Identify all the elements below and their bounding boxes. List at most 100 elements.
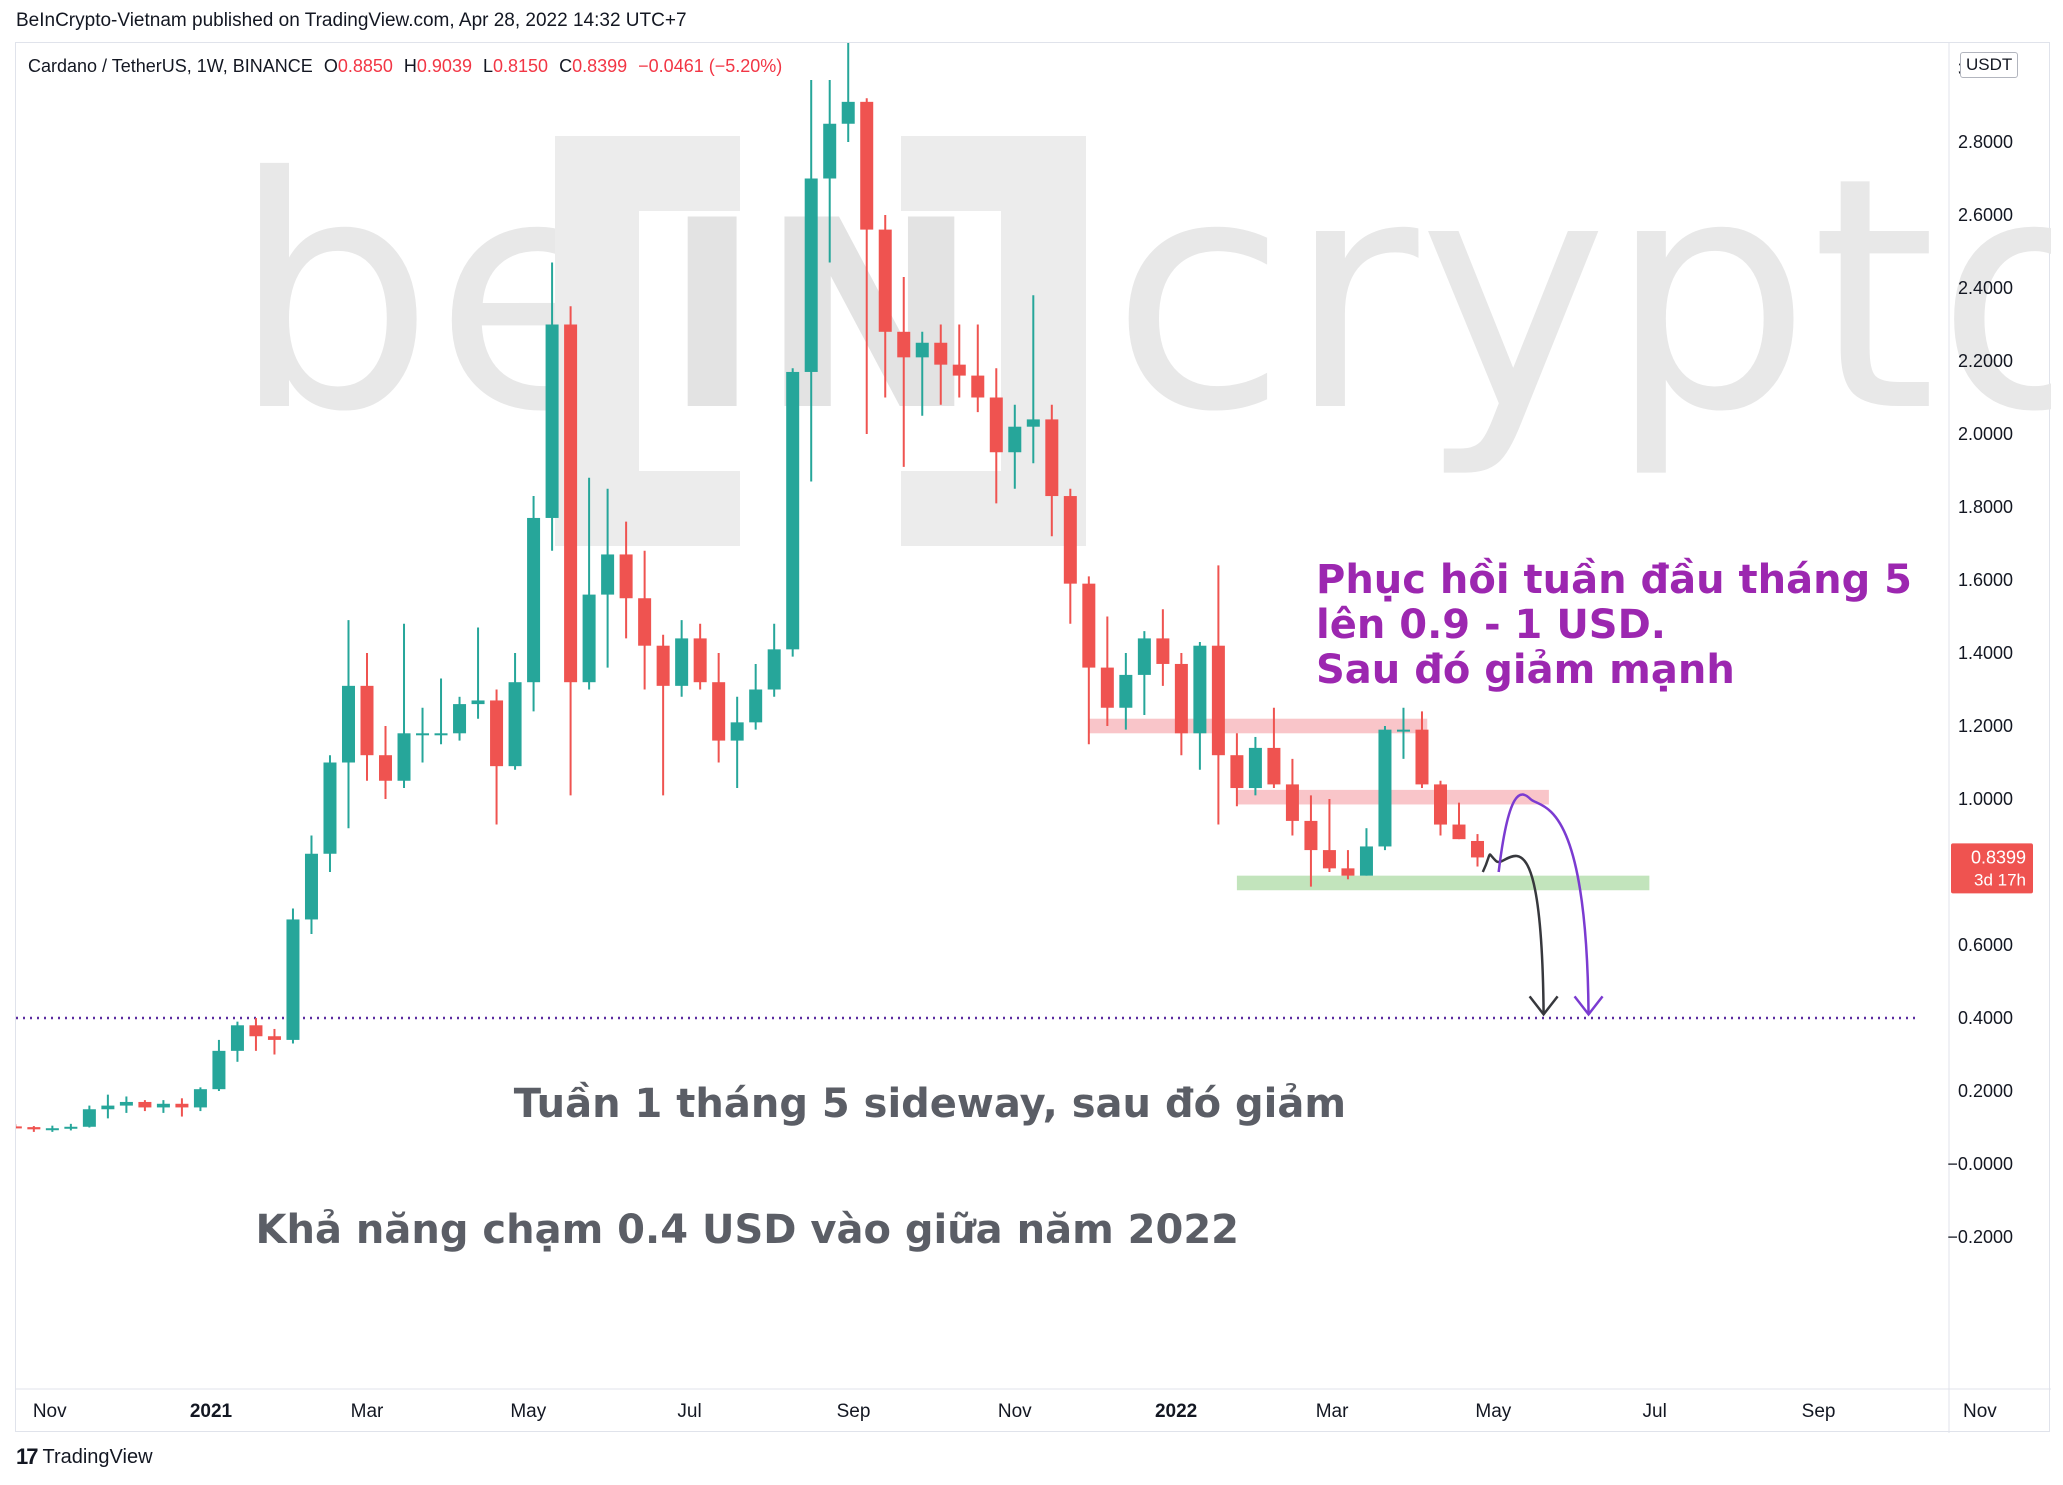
low-label: L <box>482 56 493 76</box>
candle-body <box>1267 747 1281 785</box>
x-tick-label: Jul <box>1643 1401 1667 1422</box>
symbol-legend: Cardano / TetherUS, 1W, BINANCE O0.8850 … <box>28 56 782 77</box>
purple-annotation: lên 0.9 - 1 USD. <box>1316 602 1666 648</box>
candle-body <box>1396 729 1410 732</box>
candle-body <box>101 1105 115 1110</box>
candle-body <box>16 1126 22 1129</box>
candle-body <box>601 554 615 595</box>
y-tick-label: 2.0000 <box>1958 424 2013 444</box>
tradingview-brand: TradingView <box>42 1445 153 1468</box>
footer-brand[interactable]: 17 TradingView <box>16 1444 153 1470</box>
y-tick-label: 0.6000 <box>1958 935 2013 955</box>
candle-body <box>971 375 985 398</box>
candle-body <box>1119 674 1133 708</box>
candle-body <box>841 101 855 124</box>
x-tick-label: May <box>1475 1401 1511 1422</box>
y-tick-label: −0.0000 <box>1947 1154 2013 1174</box>
target-annotation: Khả năng chạm 0.4 USD vào giữa năm 2022 <box>256 1207 1240 1253</box>
candle-body <box>490 700 504 767</box>
candle-body <box>341 685 355 763</box>
change-value: −0.0461 (−5.20%) <box>638 56 783 76</box>
purple-annotation: Phục hồi tuần đầu tháng 5 <box>1316 557 1912 603</box>
candle-body <box>1359 846 1373 876</box>
support-zone <box>1236 875 1650 891</box>
candle-body <box>1211 645 1225 756</box>
watermark-right: crypto <box>1111 110 2051 482</box>
sideway-annotation: Tuần 1 tháng 5 sideway, sau đó giảm <box>514 1081 1346 1127</box>
publisher-line: BeInCrypto-Vietnam published on TradingV… <box>16 10 687 31</box>
candle-body <box>582 594 596 683</box>
candle-body <box>397 733 411 781</box>
candle-body <box>767 649 781 690</box>
candle-body <box>64 1126 78 1129</box>
x-tick-label: Nov <box>1963 1401 1997 1422</box>
candle-body <box>323 762 337 854</box>
candle-body <box>823 123 837 179</box>
candle-body <box>27 1127 41 1130</box>
candle-body <box>175 1103 189 1108</box>
candle-body <box>286 919 300 1040</box>
candle-body <box>1471 840 1485 858</box>
candle-body <box>267 1036 281 1040</box>
low-value: 0.8150 <box>493 56 549 76</box>
purple-arrow-head <box>1573 995 1604 1017</box>
watermark-bracket-left-inner <box>639 211 754 471</box>
y-tick-label: 0.2000 <box>1958 1081 2013 1101</box>
candle-body <box>545 324 559 518</box>
candle-body <box>1193 645 1207 734</box>
y-tick-label: 1.8000 <box>1958 497 2013 517</box>
y-tick-label: 1.6000 <box>1958 570 2013 590</box>
chart-frame[interactable]: beINcrypto3.20003.00002.80002.60002.4000… <box>15 42 2051 1433</box>
candle-body <box>638 598 652 646</box>
candle-body <box>527 517 541 683</box>
candle-body <box>619 554 633 599</box>
close-label: C <box>559 56 573 76</box>
y-tick-label: 2.4000 <box>1958 278 2013 298</box>
candle-body <box>1100 667 1114 708</box>
candle-body <box>230 1025 244 1051</box>
candle-body <box>1304 820 1318 851</box>
candle-body <box>878 229 892 332</box>
candle-body <box>860 101 874 230</box>
candle-body <box>1063 496 1077 584</box>
y-tick-label: 2.8000 <box>1958 132 2013 152</box>
candle-body <box>1026 419 1040 427</box>
candle-body <box>453 704 467 734</box>
candle-body <box>212 1050 226 1090</box>
candle-body <box>1008 426 1022 453</box>
candle-body <box>1082 583 1096 668</box>
candle-body <box>786 371 800 650</box>
y-tick-label: 1.2000 <box>1958 716 2013 736</box>
candle-body <box>249 1025 263 1037</box>
candle-body <box>82 1109 96 1127</box>
candle-body <box>1137 638 1151 675</box>
candle-body <box>897 331 911 358</box>
open-label: O <box>323 56 338 76</box>
x-tick-label: Mar <box>351 1401 384 1422</box>
resistance-upper-zone <box>1088 718 1428 734</box>
candle-body <box>434 733 448 736</box>
candle-body <box>471 700 485 705</box>
candle-body <box>1230 755 1244 789</box>
candle-body <box>508 682 522 767</box>
close-value: 0.8399 <box>572 56 628 76</box>
tradingview-logo-icon: 17 <box>16 1444 39 1469</box>
candle-body <box>156 1103 170 1108</box>
symbol-name[interactable]: Cardano / TetherUS, 1W, BINANCE <box>28 56 313 76</box>
candle-body <box>1341 868 1355 876</box>
candle-body <box>1174 663 1188 734</box>
candle-body <box>989 397 1003 453</box>
candle-body <box>304 853 318 920</box>
gray-arrow <box>1481 853 1545 1015</box>
candle-body <box>193 1089 207 1108</box>
y-tick-label: 1.0000 <box>1958 789 2013 809</box>
currency-button[interactable]: USDT <box>1960 52 2019 78</box>
candle-body <box>416 733 430 736</box>
candlestick-chart[interactable]: beINcrypto3.20003.00002.80002.60002.4000… <box>16 43 2051 1433</box>
high-value: 0.9039 <box>416 56 472 76</box>
y-tick-label: 1.4000 <box>1958 643 2013 663</box>
candle-body <box>934 342 948 365</box>
candle-body <box>730 722 744 741</box>
price-tag-value: 0.8399 <box>1971 847 2026 867</box>
candle-body <box>1156 638 1170 664</box>
